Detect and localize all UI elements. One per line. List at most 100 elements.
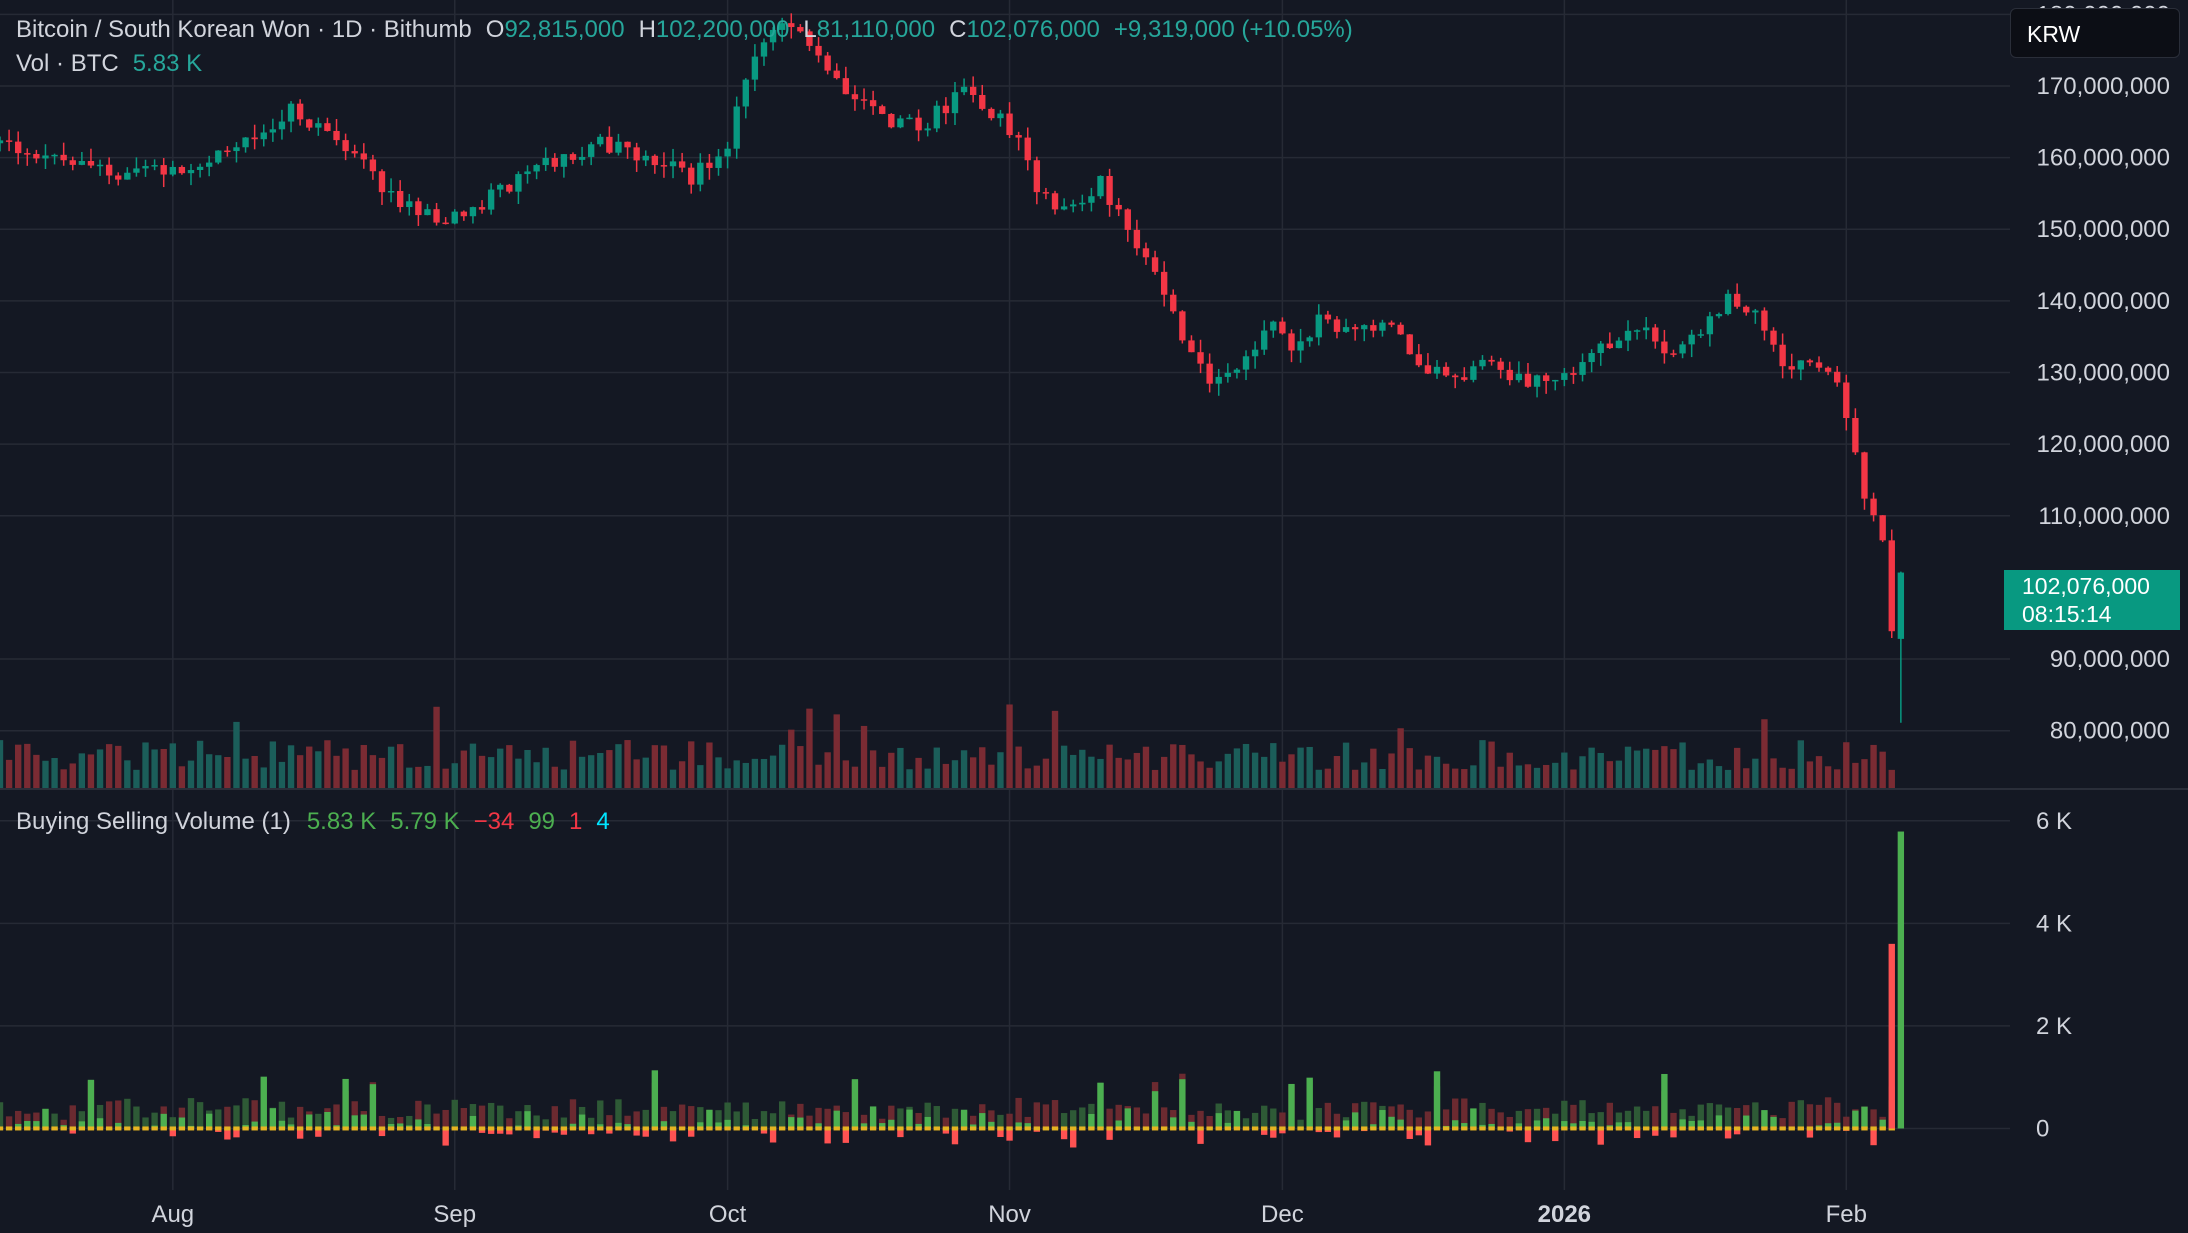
candle-body	[87, 160, 95, 166]
net-volume-bar	[1770, 1116, 1777, 1129]
zero-tick-bar	[142, 1126, 149, 1131]
volume-bar	[1406, 748, 1413, 788]
zero-tick-bar	[497, 1126, 504, 1131]
total-volume-bar	[1333, 1113, 1341, 1129]
volume-bar	[169, 743, 176, 788]
zero-tick-bar	[1015, 1126, 1022, 1131]
volume-bar	[1497, 766, 1504, 788]
candle-body	[460, 211, 468, 217]
volume-bar	[1479, 740, 1486, 788]
volume-bar	[1597, 752, 1604, 788]
candle-body	[1160, 271, 1168, 295]
net-volume-bar	[1570, 1123, 1577, 1129]
candle-body	[815, 45, 822, 56]
candle-body	[778, 23, 786, 30]
volume-bar	[160, 748, 167, 788]
total-volume-bar	[1597, 1112, 1604, 1129]
net-volume-bar	[1524, 1128, 1532, 1143]
candle-body	[533, 165, 540, 172]
zero-tick-bar	[869, 1126, 877, 1131]
zero-tick-bar	[533, 1126, 540, 1131]
zero-tick-bar	[1506, 1126, 1513, 1131]
net-volume-bar	[96, 1118, 104, 1129]
volume-bar	[460, 750, 468, 788]
candle-body	[451, 211, 458, 224]
net-volume-bar	[1197, 1128, 1204, 1144]
candle-body	[151, 165, 158, 167]
volume-bar	[451, 763, 458, 788]
net-volume-bar	[469, 1115, 477, 1129]
net-volume-bar	[1852, 1110, 1859, 1129]
volume-bar	[515, 758, 522, 788]
zero-tick-bar	[1006, 1126, 1013, 1131]
zero-tick-bar	[1715, 1126, 1723, 1131]
candle-body	[1406, 334, 1413, 355]
volume-bar	[1743, 768, 1750, 788]
zero-tick-bar	[1270, 1126, 1277, 1131]
symbol-title[interactable]: Bitcoin / South Korean Won · 1D · Bithum…	[16, 16, 472, 43]
total-volume-bar	[942, 1117, 950, 1129]
candle-body	[1224, 372, 1232, 377]
zero-tick-bar	[187, 1126, 195, 1131]
zero-tick-bar	[633, 1126, 640, 1131]
volume-bar	[1670, 749, 1677, 788]
candle-body	[969, 86, 977, 95]
volume-bar	[324, 740, 331, 788]
net-volume-bar	[1715, 1115, 1723, 1129]
volume-bar	[1042, 758, 1050, 788]
volume-label[interactable]: Vol · BTC	[16, 50, 119, 77]
volume-bar	[860, 725, 868, 788]
volume-bar	[406, 767, 413, 788]
net-volume-bar	[560, 1128, 568, 1135]
zero-tick-bar	[1397, 1126, 1404, 1131]
volume-bar	[833, 714, 840, 788]
volume-bar	[842, 760, 850, 788]
total-volume-bar	[60, 1119, 67, 1129]
net-volume-bar	[1806, 1128, 1814, 1138]
total-volume-bar	[5, 1116, 13, 1129]
net-volume-bar	[1397, 1119, 1404, 1129]
zero-tick-bar	[542, 1126, 549, 1131]
net-volume-bar	[597, 1124, 604, 1129]
total-volume-bar	[897, 1108, 904, 1129]
zero-tick-bar	[1542, 1126, 1550, 1131]
net-volume-bar	[1342, 1120, 1350, 1129]
time-tick-label: Feb	[1826, 1201, 1867, 1228]
candle-body	[733, 106, 740, 149]
zero-tick-bar	[1170, 1126, 1177, 1131]
total-volume-bar	[1079, 1107, 1086, 1129]
total-volume-bar	[1197, 1110, 1204, 1129]
candle-body	[1624, 330, 1632, 341]
total-volume-bar	[597, 1100, 604, 1129]
net-volume-bar	[879, 1123, 886, 1129]
zero-tick-bar	[1815, 1126, 1823, 1131]
total-volume-bar	[1697, 1104, 1704, 1129]
net-volume-bar	[1097, 1082, 1104, 1129]
net-volume-bar	[997, 1128, 1004, 1137]
volume-bar	[524, 750, 531, 788]
total-volume-bar	[124, 1098, 131, 1129]
volume-bar	[133, 769, 140, 788]
indicator-tick-label: 2 K	[2036, 1013, 2072, 1040]
total-volume-bar	[515, 1111, 522, 1129]
indicator-name[interactable]: Buying Selling Volume (1)	[16, 808, 291, 835]
net-volume-bar	[1470, 1108, 1477, 1129]
total-volume-bar	[842, 1112, 850, 1129]
zero-tick-bar	[706, 1126, 713, 1131]
total-volume-bar	[587, 1117, 595, 1129]
zero-tick-bar	[997, 1126, 1004, 1131]
candle-body	[42, 155, 49, 159]
candle-body	[1524, 373, 1532, 387]
currency-selector[interactable]: KRW	[2010, 8, 2180, 58]
total-volume-bar	[815, 1107, 822, 1129]
volume-bar	[1442, 763, 1450, 788]
total-volume-bar	[1706, 1103, 1714, 1129]
net-volume-bar	[69, 1128, 76, 1134]
zero-tick-bar	[178, 1126, 186, 1131]
net-volume-bar	[624, 1124, 631, 1129]
total-volume-bar	[497, 1105, 504, 1129]
candle-body	[1333, 319, 1341, 332]
net-volume-bar	[478, 1128, 486, 1133]
volume-bar	[378, 757, 386, 788]
